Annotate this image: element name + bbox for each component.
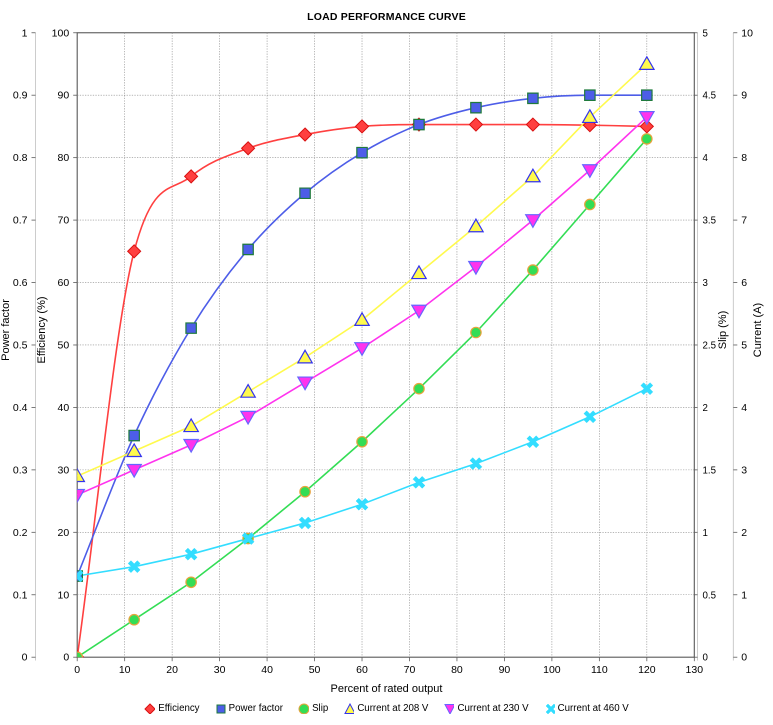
svg-text:0.5: 0.5 bbox=[13, 339, 28, 351]
svg-text:10: 10 bbox=[741, 27, 753, 39]
svg-text:30: 30 bbox=[58, 464, 70, 476]
svg-text:0.5: 0.5 bbox=[703, 590, 716, 601]
svg-text:0.1: 0.1 bbox=[13, 589, 28, 601]
svg-text:0.9: 0.9 bbox=[13, 90, 28, 102]
svg-text:1: 1 bbox=[22, 27, 28, 39]
svg-text:20: 20 bbox=[166, 664, 178, 676]
svg-text:50: 50 bbox=[58, 339, 70, 351]
svg-text:50: 50 bbox=[309, 664, 321, 676]
svg-text:70: 70 bbox=[58, 215, 70, 227]
svg-text:130: 130 bbox=[686, 664, 704, 676]
svg-text:70: 70 bbox=[404, 664, 416, 676]
svg-text:90: 90 bbox=[58, 90, 70, 102]
svg-text:1: 1 bbox=[703, 528, 708, 539]
svg-text:90: 90 bbox=[499, 664, 511, 676]
svg-text:4: 4 bbox=[741, 402, 747, 414]
svg-text:2.5: 2.5 bbox=[703, 340, 716, 351]
svg-text:0.8: 0.8 bbox=[13, 152, 28, 164]
svg-text:80: 80 bbox=[451, 664, 463, 676]
svg-text:0: 0 bbox=[22, 652, 28, 664]
svg-text:9: 9 bbox=[741, 90, 747, 102]
svg-text:10: 10 bbox=[58, 589, 70, 601]
svg-text:0: 0 bbox=[74, 664, 80, 676]
svg-text:8: 8 bbox=[741, 152, 747, 164]
svg-text:1: 1 bbox=[741, 589, 747, 601]
svg-text:0.7: 0.7 bbox=[13, 215, 28, 227]
svg-text:3.5: 3.5 bbox=[703, 216, 716, 227]
svg-text:3: 3 bbox=[703, 278, 708, 289]
svg-text:40: 40 bbox=[261, 664, 273, 676]
svg-text:3: 3 bbox=[741, 464, 747, 476]
svg-text:0: 0 bbox=[741, 652, 747, 664]
svg-text:0.6: 0.6 bbox=[13, 277, 28, 289]
svg-text:30: 30 bbox=[214, 664, 226, 676]
svg-text:0.2: 0.2 bbox=[13, 527, 28, 539]
svg-text:4: 4 bbox=[703, 153, 709, 164]
svg-text:7: 7 bbox=[741, 215, 747, 227]
svg-text:1.5: 1.5 bbox=[703, 465, 716, 476]
svg-text:6: 6 bbox=[741, 277, 747, 289]
svg-text:100: 100 bbox=[543, 664, 561, 676]
svg-text:0: 0 bbox=[703, 653, 709, 664]
svg-text:40: 40 bbox=[58, 402, 70, 414]
svg-text:100: 100 bbox=[52, 27, 70, 39]
svg-text:2: 2 bbox=[741, 527, 747, 539]
svg-text:0.3: 0.3 bbox=[13, 464, 28, 476]
svg-text:0: 0 bbox=[63, 652, 69, 664]
svg-text:110: 110 bbox=[591, 664, 608, 676]
svg-text:120: 120 bbox=[638, 664, 656, 676]
svg-text:5: 5 bbox=[703, 28, 708, 39]
svg-text:20: 20 bbox=[58, 527, 70, 539]
svg-text:4.5: 4.5 bbox=[703, 91, 716, 102]
svg-text:60: 60 bbox=[58, 277, 70, 289]
svg-text:2: 2 bbox=[703, 403, 708, 414]
svg-text:10: 10 bbox=[119, 664, 131, 676]
svg-text:80: 80 bbox=[58, 152, 70, 164]
svg-text:0.4: 0.4 bbox=[13, 402, 28, 414]
svg-text:60: 60 bbox=[356, 664, 368, 676]
svg-text:5: 5 bbox=[741, 339, 747, 351]
